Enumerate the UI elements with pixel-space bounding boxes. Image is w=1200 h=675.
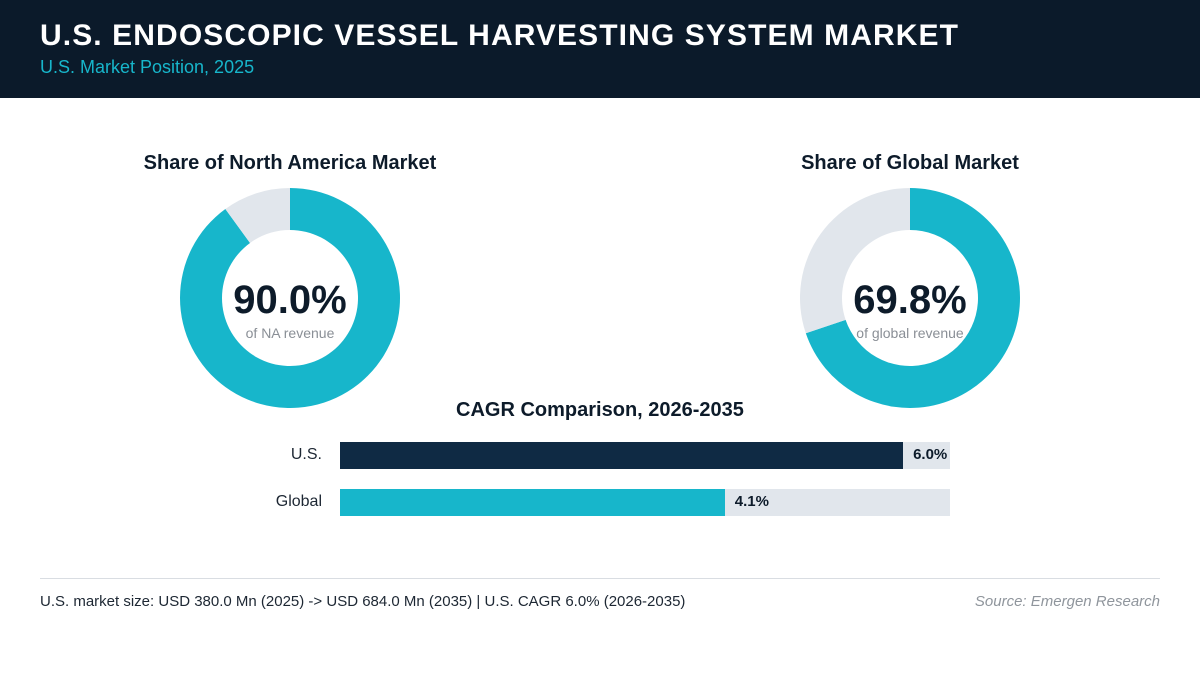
market-size-footnote: U.S. market size: USD 380.0 Mn (2025) ->… (40, 593, 686, 610)
donut-na-remainder-slice (225, 188, 290, 243)
na-share-donut-chart: 90.0% of NA revenue (180, 188, 400, 408)
cagr-chart-title: CAGR Comparison, 2026-2035 (456, 399, 744, 421)
bar-label-global: Global (275, 493, 322, 510)
bar-track-us: 6.0% (340, 442, 950, 469)
donut-global-center-caption: of global revenue (856, 325, 964, 341)
bar-us (340, 442, 904, 469)
donut-global-remainder-slice (800, 188, 910, 334)
donut-na-center-caption: of NA revenue (246, 325, 335, 341)
source-credit: Source: Emergen Research (974, 593, 1160, 610)
page-subtitle: U.S. Market Position, 2025 (40, 57, 255, 77)
bar-track-global: 4.1% (340, 489, 950, 516)
page-title: U.S. ENDOSCOPIC VESSEL HARVESTING SYSTEM… (40, 19, 960, 52)
bar-value-us: 6.0% (913, 446, 948, 463)
header-banner: U.S. ENDOSCOPIC VESSEL HARVESTING SYSTEM… (0, 0, 1200, 98)
bar-global (340, 489, 725, 516)
bar-label-us: U.S. (290, 446, 322, 463)
donut-na-share-slice (180, 188, 400, 408)
footer-divider (40, 578, 1160, 579)
donut-global-share-slice (805, 188, 1020, 408)
bar-value-global: 4.1% (734, 493, 769, 510)
donut-na-center-value: 90.0% (233, 278, 346, 322)
donut-global-center-value: 69.8% (853, 278, 966, 322)
global-share-donut-chart: 69.8% of global revenue (800, 188, 1020, 408)
global-share-title: Share of Global Market (801, 152, 1019, 174)
na-share-title: Share of North America Market (143, 152, 437, 174)
